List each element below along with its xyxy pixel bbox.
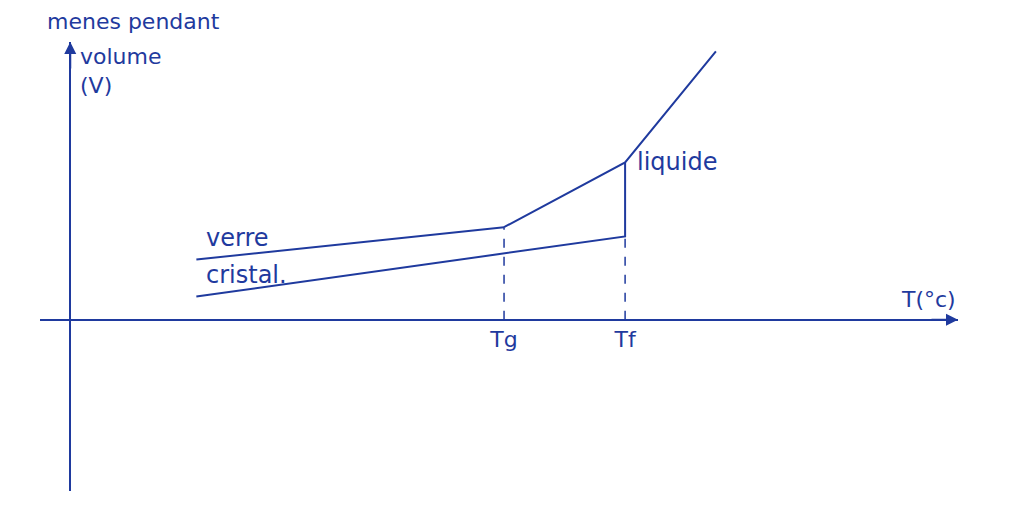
svg-text:volume(V): volume(V)	[80, 44, 162, 98]
svg-text:liquide: liquide	[637, 148, 717, 176]
svg-text:Tf: Tf	[614, 327, 637, 352]
svg-text:cristal.: cristal.	[206, 261, 287, 289]
svg-text:T(°c): T(°c)	[901, 287, 956, 312]
svg-text:verre: verre	[206, 224, 269, 252]
svg-text:menes pendant: menes pendant	[47, 9, 220, 34]
svg-text:Tg: Tg	[489, 327, 517, 352]
